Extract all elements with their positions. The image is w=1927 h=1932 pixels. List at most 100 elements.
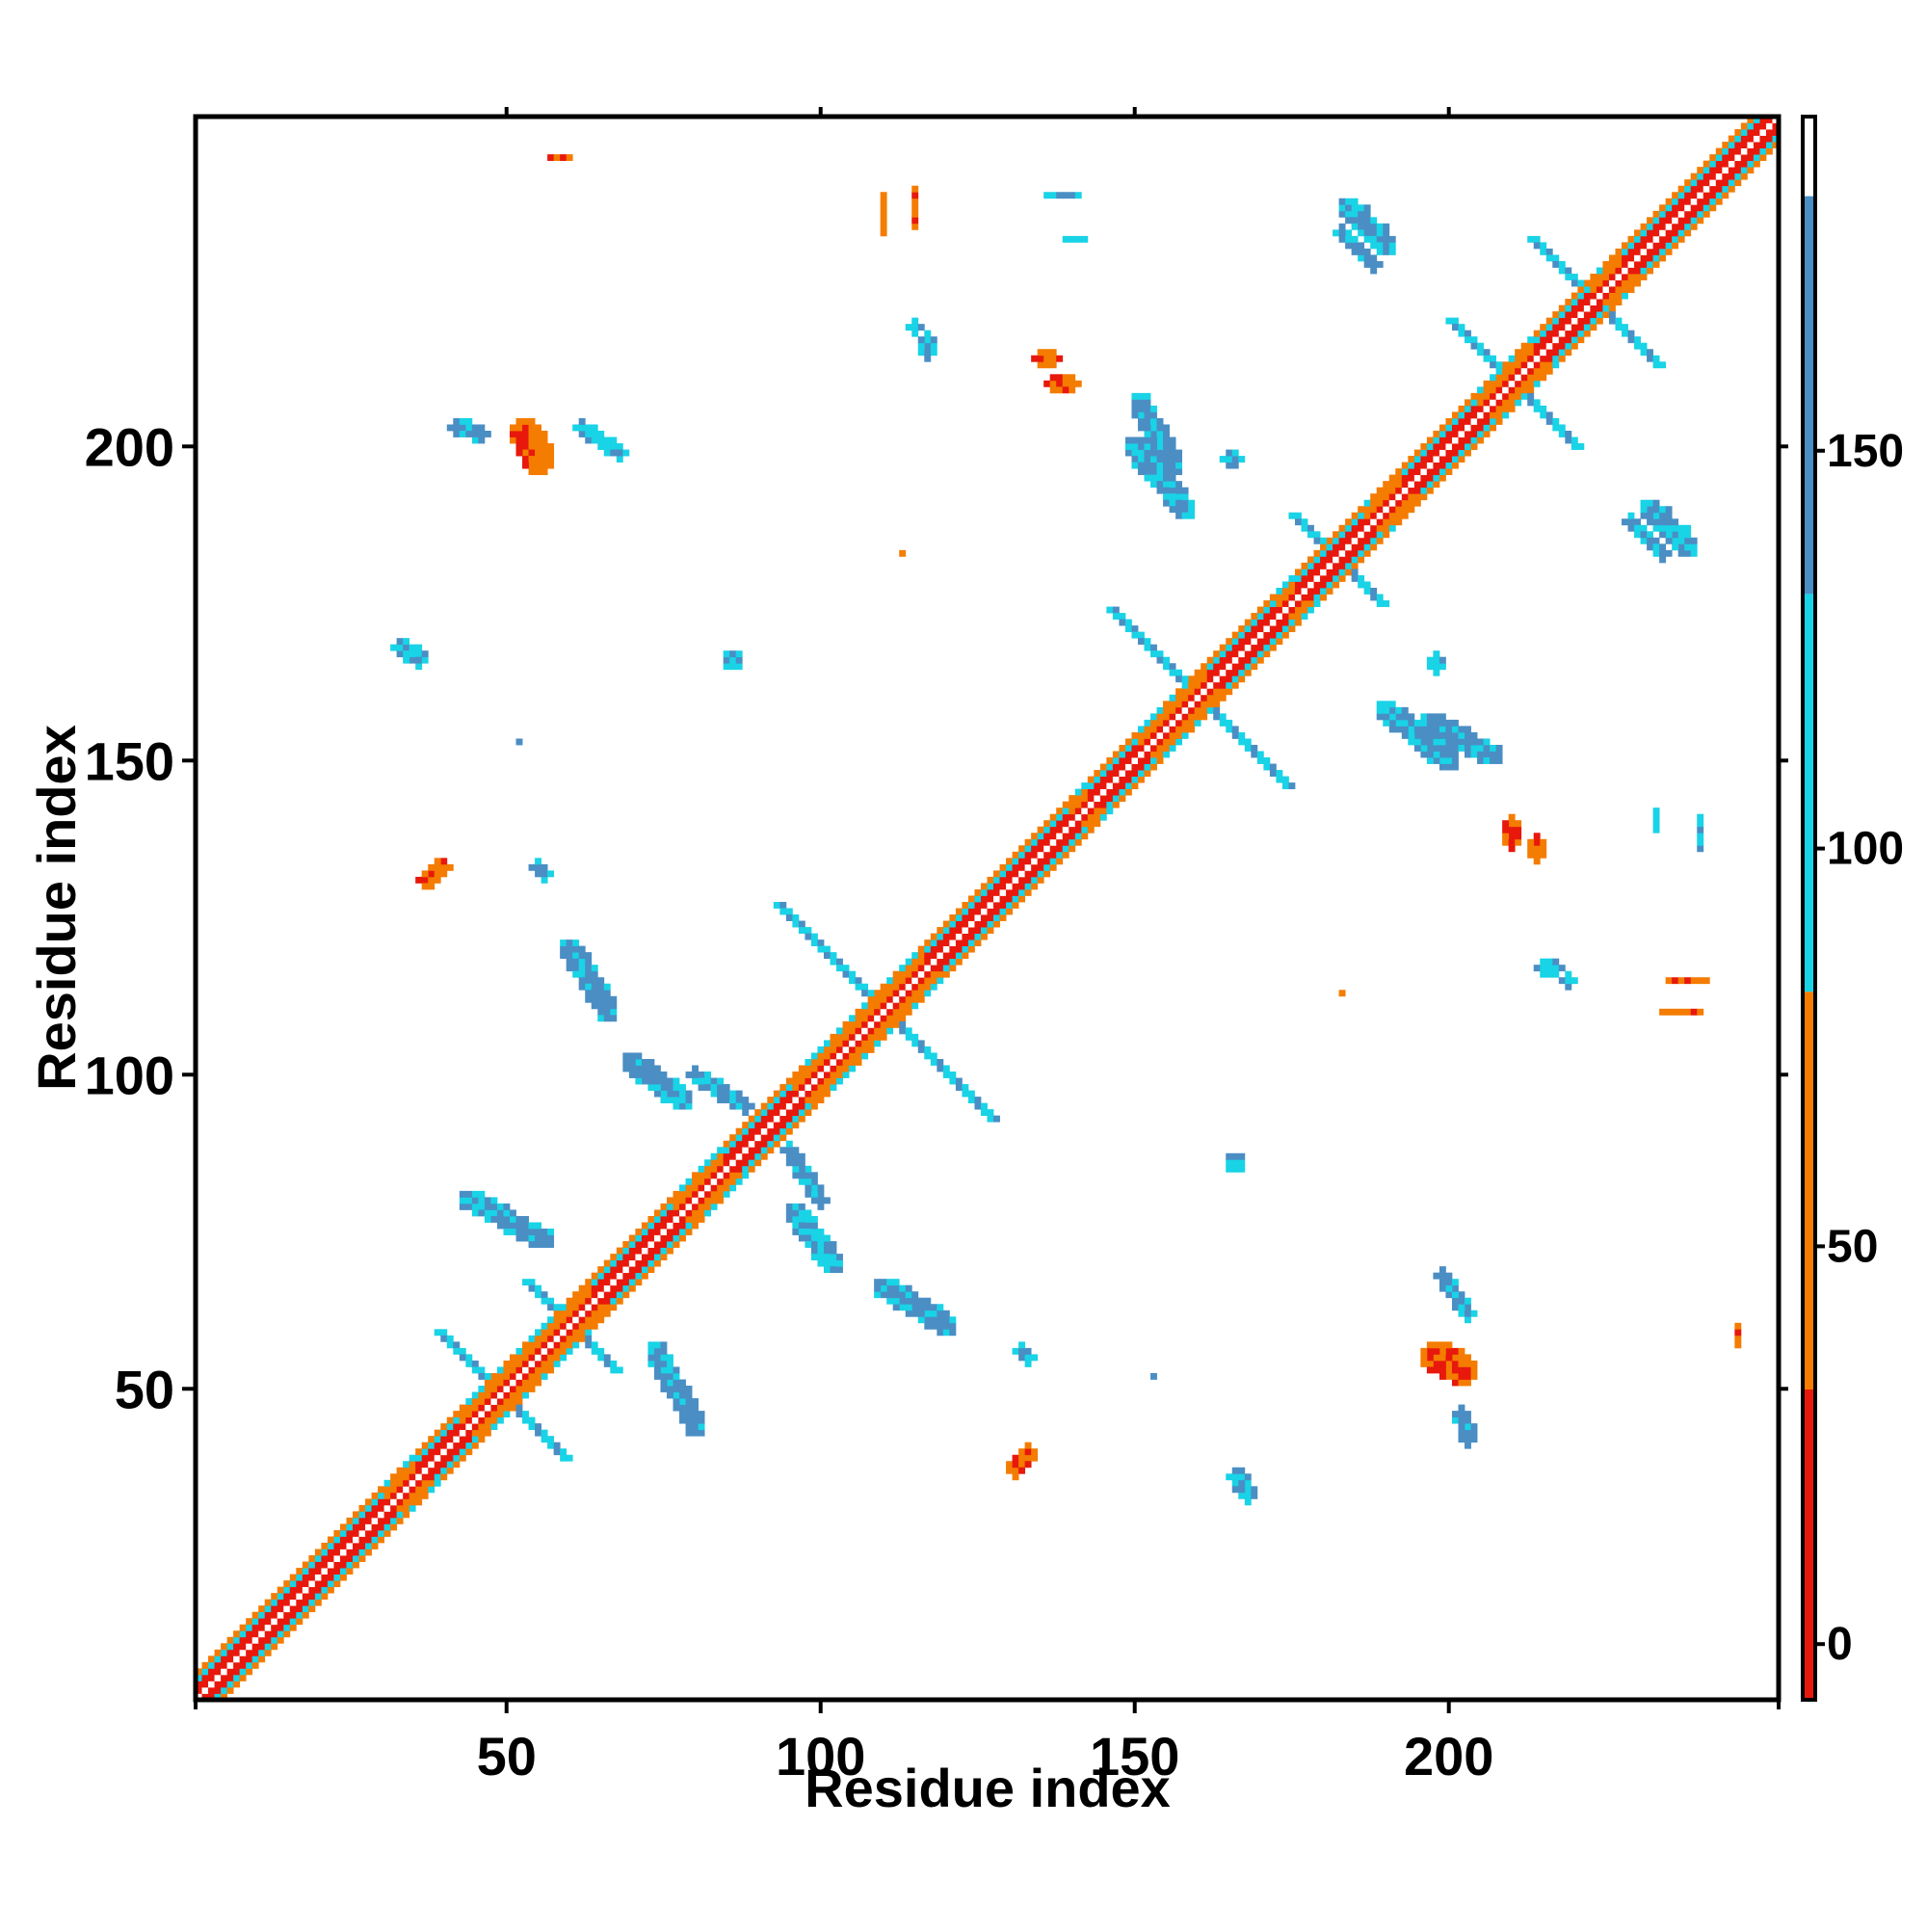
heatmap-cell bbox=[729, 1097, 737, 1104]
colorbar-tick-label: 100 bbox=[1827, 824, 1904, 875]
heatmap-cell bbox=[560, 1304, 568, 1311]
heatmap-cell bbox=[1106, 770, 1114, 777]
heatmap-cell bbox=[1465, 1416, 1471, 1424]
heatmap-cell bbox=[1376, 499, 1384, 507]
heatmap-cell bbox=[685, 1229, 693, 1235]
heatmap-cell bbox=[673, 1379, 680, 1387]
heatmap-cell bbox=[1583, 317, 1591, 325]
heatmap-cell bbox=[1483, 738, 1491, 746]
heatmap-cell bbox=[1627, 286, 1635, 293]
heatmap-cell bbox=[1370, 587, 1378, 595]
heatmap-cell bbox=[805, 1190, 812, 1198]
heatmap-cell bbox=[1131, 757, 1139, 764]
heatmap-cell bbox=[930, 933, 937, 940]
heatmap-cell bbox=[585, 1316, 593, 1324]
heatmap-cell bbox=[930, 970, 937, 978]
heatmap-cell bbox=[465, 1354, 473, 1362]
heatmap-cell bbox=[528, 1241, 536, 1248]
heatmap-cell bbox=[673, 1084, 680, 1091]
heatmap-cell bbox=[1251, 619, 1258, 626]
heatmap-cell bbox=[1201, 675, 1208, 683]
heatmap-cell bbox=[779, 1102, 787, 1110]
heatmap-cell bbox=[967, 908, 975, 915]
heatmap-cell bbox=[440, 1335, 448, 1342]
heatmap-cell bbox=[251, 1618, 259, 1626]
heatmap-cell bbox=[760, 1147, 768, 1154]
heatmap-cell bbox=[1759, 129, 1767, 136]
heatmap-cell bbox=[1445, 744, 1453, 752]
heatmap-cell bbox=[622, 1266, 630, 1274]
heatmap-cell bbox=[886, 1284, 894, 1292]
heatmap-cell bbox=[1383, 229, 1390, 237]
heatmap-cell bbox=[1244, 663, 1252, 671]
heatmap-cell bbox=[666, 1379, 673, 1387]
heatmap-cell bbox=[560, 1347, 568, 1355]
heatmap-cell bbox=[1031, 863, 1039, 871]
heatmap-cell bbox=[603, 1304, 611, 1311]
heatmap-cell bbox=[1697, 838, 1704, 846]
heatmap-cell bbox=[1527, 380, 1535, 387]
heatmap-cell bbox=[1383, 512, 1390, 519]
heatmap-cell bbox=[603, 1360, 611, 1367]
heatmap-cell bbox=[528, 1354, 536, 1362]
heatmap-cell bbox=[566, 1304, 573, 1311]
heatmap-cell bbox=[1338, 562, 1346, 569]
heatmap-cell bbox=[1433, 449, 1440, 457]
heatmap-cell bbox=[1508, 399, 1516, 407]
heatmap-cell bbox=[1677, 977, 1685, 985]
heatmap-cell bbox=[1652, 826, 1660, 834]
heatmap-cell bbox=[867, 1033, 875, 1041]
heatmap-cell bbox=[1420, 731, 1428, 739]
heatmap-cell bbox=[1175, 499, 1183, 507]
heatmap-cell bbox=[685, 1190, 693, 1198]
heatmap-cell bbox=[541, 1347, 548, 1355]
heatmap-cell bbox=[1451, 417, 1459, 425]
heatmap-cell bbox=[251, 1661, 259, 1669]
heatmap-cell bbox=[1119, 776, 1126, 783]
heatmap-cell bbox=[1533, 355, 1541, 362]
heatmap-cell bbox=[1163, 719, 1170, 727]
heatmap-cell bbox=[1490, 751, 1497, 758]
heatmap-cell bbox=[842, 965, 850, 972]
heatmap-cell bbox=[515, 738, 523, 746]
heatmap-cell bbox=[522, 1347, 529, 1355]
heatmap-cell bbox=[1081, 807, 1089, 815]
heatmap-cell bbox=[296, 1568, 304, 1575]
heatmap-cell bbox=[779, 908, 787, 915]
heatmap-cell bbox=[1722, 167, 1729, 174]
heatmap-cell bbox=[1244, 625, 1252, 633]
heatmap-cell bbox=[1074, 833, 1082, 840]
heatmap-cell bbox=[1470, 1360, 1478, 1367]
heatmap-cell bbox=[1565, 274, 1572, 280]
heatmap-cell bbox=[628, 1058, 636, 1066]
heatmap-cell bbox=[792, 1203, 800, 1210]
heatmap-cell bbox=[1031, 355, 1039, 362]
heatmap-cell bbox=[942, 940, 950, 947]
heatmap-cell bbox=[999, 863, 1007, 871]
heatmap-cell bbox=[302, 1574, 309, 1581]
heatmap-cell bbox=[628, 1072, 636, 1078]
heatmap-cell bbox=[484, 1404, 491, 1412]
heatmap-cell bbox=[1099, 776, 1107, 783]
heatmap-cell bbox=[855, 1008, 862, 1016]
heatmap-cell bbox=[798, 1077, 805, 1085]
heatmap-cell bbox=[704, 1190, 712, 1198]
heatmap-cell bbox=[566, 945, 573, 953]
heatmap-cell bbox=[515, 1366, 523, 1374]
heatmap-cell bbox=[1465, 731, 1471, 739]
heatmap-cell bbox=[358, 1555, 366, 1562]
heatmap-cell bbox=[1439, 1266, 1446, 1274]
heatmap-cell bbox=[465, 1448, 473, 1456]
heatmap-cell bbox=[233, 1668, 241, 1676]
heatmap-cell bbox=[1358, 518, 1365, 526]
heatmap-cell bbox=[905, 958, 912, 966]
heatmap-cell bbox=[1615, 248, 1623, 255]
heatmap-cell bbox=[201, 1686, 209, 1694]
heatmap-cell bbox=[1326, 556, 1333, 564]
heatmap-cell bbox=[327, 1548, 334, 1556]
heatmap-cell bbox=[346, 1548, 354, 1556]
heatmap-cell bbox=[585, 990, 593, 997]
heatmap-cell bbox=[515, 1347, 523, 1355]
heatmap-cell bbox=[610, 1002, 618, 1010]
heatmap-cell bbox=[1150, 650, 1157, 658]
